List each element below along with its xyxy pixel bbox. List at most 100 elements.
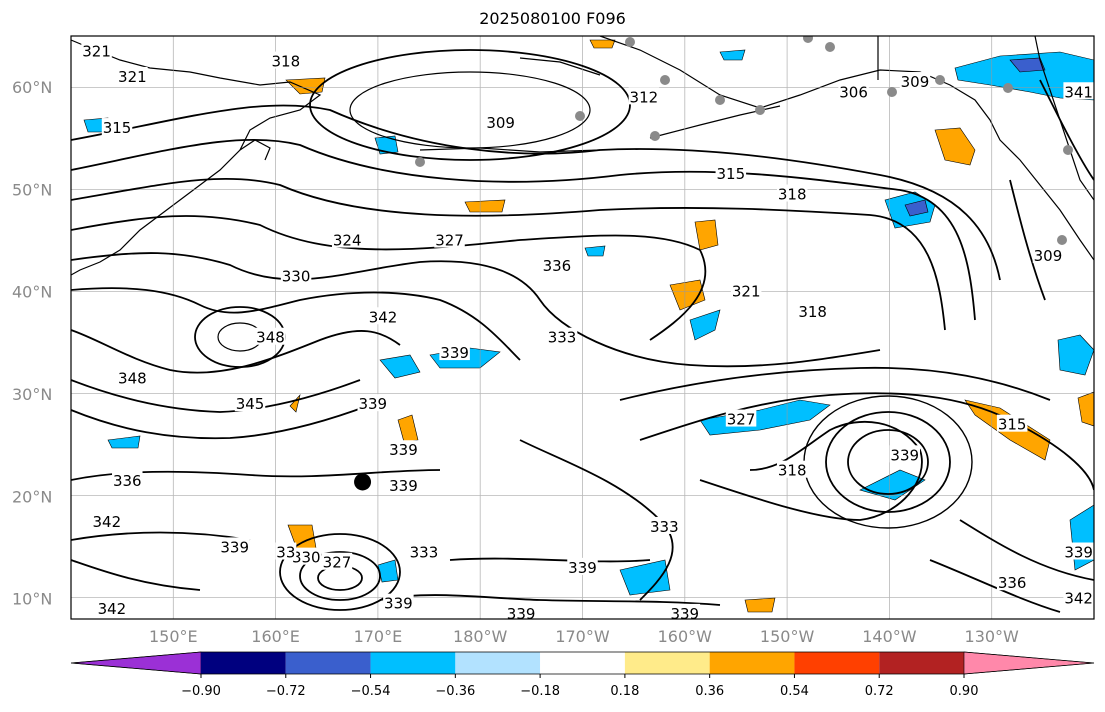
colorbar-tick-label: −0.72	[266, 684, 306, 699]
contour-label-background	[383, 593, 414, 611]
contour-label: 333	[548, 329, 577, 347]
contour-label-background	[1063, 542, 1094, 560]
longitude-label: 180°W	[453, 627, 508, 646]
contour-label: 318	[272, 53, 301, 71]
colorbar-tick-label: 0.18	[610, 684, 639, 699]
longitude-labels: 150°E 160°E 170°E 180°W 170°W 160°W 150°W 140°W…	[149, 627, 1019, 646]
contour-label-background	[725, 409, 757, 427]
contour-label: 330	[282, 267, 311, 285]
contour-label-background	[567, 557, 598, 575]
latitude-labels: 60°N 50°N 40°N 30°N 20°N 10°N	[12, 78, 52, 608]
colorbar-segment	[540, 652, 625, 674]
latitude-label: 50°N	[12, 180, 52, 199]
longitude-label: 160°W	[658, 627, 713, 646]
contour-label-background	[1063, 588, 1094, 606]
colorbar-segment	[201, 652, 286, 674]
contour-label-background	[270, 51, 302, 69]
contour-label-background	[485, 112, 516, 130]
contour-label: 321	[732, 283, 761, 301]
map-frame	[70, 35, 1095, 620]
colorbar-max-extension	[963, 651, 1095, 675]
contour-label: 336	[113, 472, 142, 490]
contour-label-background	[505, 603, 537, 621]
longitude-label: 160°E	[251, 627, 300, 646]
contour-label: 339	[358, 395, 387, 413]
station-dots	[415, 36, 1073, 245]
contour-label-background	[1063, 82, 1094, 100]
contour-label-background	[408, 542, 440, 560]
contour-label-background	[388, 476, 419, 494]
colorbar-segment	[370, 652, 456, 674]
contour-label-background	[321, 552, 353, 570]
contour-label-background	[291, 547, 322, 565]
colorbar-tick-label: −0.36	[435, 684, 475, 699]
contour-label-background	[388, 440, 419, 458]
contour-label-background	[776, 184, 808, 202]
colorbar-min-extension	[70, 651, 202, 675]
contour-label-background	[219, 537, 250, 555]
contour-label: 342	[1064, 590, 1093, 608]
contour-label-background	[996, 573, 1028, 591]
contour-label: 330	[292, 549, 321, 567]
colorbar-tick-label: 0.36	[695, 684, 724, 699]
contour-label: 333	[410, 544, 439, 562]
contour-label: 321	[118, 68, 147, 86]
contour-label: 339	[389, 477, 418, 495]
contour-label: 336	[998, 574, 1027, 592]
colorbar-segment	[709, 652, 795, 674]
contour-label-background	[628, 87, 660, 105]
contour-label-background	[91, 511, 123, 529]
contour-label: 339	[389, 441, 418, 459]
colorbar-tick-label: −0.54	[351, 684, 391, 699]
contour-label: 339	[507, 605, 536, 623]
contour-label: 336	[543, 257, 572, 275]
contour-label: 318	[778, 186, 807, 204]
contour-lines	[71, 49, 1094, 613]
contour-label: 339	[1064, 544, 1093, 562]
contour-label: 339	[670, 605, 699, 623]
colorbar-segment	[455, 652, 541, 674]
contour-label: 315	[717, 165, 746, 183]
contour-label-background	[899, 72, 931, 90]
contour-label-background	[1032, 245, 1064, 263]
contour-label: 309	[486, 114, 515, 132]
longitude-label: 130°W	[965, 627, 1020, 646]
contour-label: 348	[256, 329, 285, 347]
colorbar-tick-label: −0.18	[520, 684, 560, 699]
contour-label: 321	[82, 42, 111, 60]
contour-label: 339	[220, 538, 249, 556]
contour-label-background	[649, 516, 680, 534]
longitude-label: 170°E	[354, 627, 403, 646]
contour-label-background	[434, 230, 465, 248]
contour-label: 342	[98, 600, 127, 618]
contour-label: 324	[333, 232, 362, 250]
contour-label: 315	[103, 119, 132, 137]
contour-label: 342	[92, 513, 121, 531]
contour-label-background	[996, 414, 1028, 432]
longitude-label: 150°E	[149, 627, 198, 646]
contour-label-background	[280, 266, 312, 284]
latitude-label: 10°N	[12, 590, 52, 609]
contour-label: 333	[650, 518, 679, 536]
contour-label: 339	[384, 595, 413, 613]
contour-label-background	[234, 394, 266, 412]
contour-label: 33	[276, 544, 295, 562]
contour-label: 342	[369, 308, 398, 326]
contour-label: 312	[630, 88, 659, 106]
contour-label-background	[838, 82, 869, 100]
contour-label: 315	[998, 416, 1027, 434]
contour-label: 327	[727, 411, 756, 429]
contour-label-background	[255, 327, 286, 345]
storm-center-marker	[354, 473, 372, 491]
contour-label-background	[81, 41, 112, 59]
contour-label: 318	[778, 462, 807, 480]
contour-label-background	[889, 445, 920, 463]
contour-label-background	[367, 307, 399, 325]
colorbar-tick-label: 0.72	[865, 684, 894, 699]
contour-label: 339	[440, 344, 469, 362]
contour-label-background	[112, 470, 143, 488]
contour-label: 318	[798, 303, 827, 321]
colorbar-tick-label: 0.90	[950, 684, 979, 699]
